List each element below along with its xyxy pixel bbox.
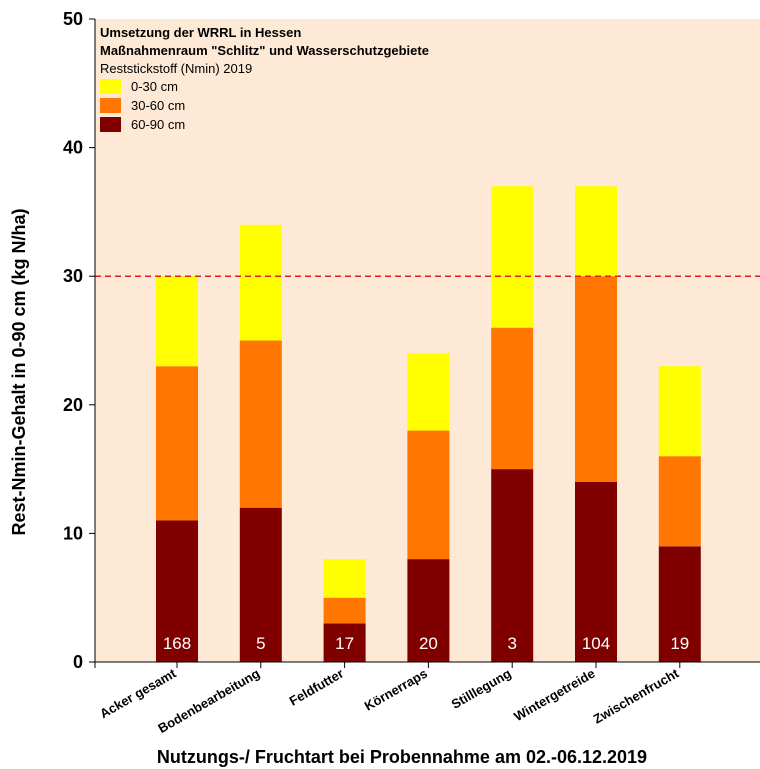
bar-segment <box>658 456 701 547</box>
bar-segment <box>239 224 282 341</box>
bar-segment <box>658 546 701 662</box>
legend-swatch <box>100 117 121 132</box>
chart-title-line-1: Umsetzung der WRRL in Hessen <box>100 25 301 40</box>
y-tick-label: 10 <box>63 523 83 543</box>
y-axis-ticks: 0 10 20 30 40 50 <box>63 9 95 672</box>
bar-segment <box>407 353 450 431</box>
bar-segment <box>156 366 198 521</box>
y-tick-label: 0 <box>73 652 83 672</box>
count-label: 20 <box>419 634 438 653</box>
y-tick-label: 30 <box>63 266 83 286</box>
count-label: 168 <box>163 634 191 653</box>
x-axis-title: Nutzungs-/ Fruchtart bei Probennahme am … <box>157 747 647 767</box>
legend-swatch <box>100 98 121 113</box>
bar-segment <box>323 597 366 624</box>
chart-title-line-2: Maßnahmenraum "Schlitz" und Wasserschutz… <box>100 43 429 58</box>
bar-segment <box>156 276 198 367</box>
x-tick-label: Körnerraps <box>362 666 430 714</box>
bar-segment <box>491 186 534 328</box>
bar-segment <box>239 340 282 508</box>
x-tick-label: Acker gesamt <box>97 665 179 721</box>
x-tick-label: Stilllegung <box>449 666 514 712</box>
count-label: 5 <box>256 634 265 653</box>
count-label: 104 <box>582 634 610 653</box>
count-label: 3 <box>507 634 516 653</box>
bar-segment <box>575 186 617 277</box>
count-label: 19 <box>670 634 689 653</box>
bar-segment <box>407 430 450 560</box>
legend-swatch <box>100 79 121 94</box>
x-tick-label: Zwischenfrucht <box>591 665 682 726</box>
count-label: 17 <box>335 634 354 653</box>
y-tick-label: 50 <box>63 9 83 29</box>
legend: Umsetzung der WRRL in Hessen Maßnahmenra… <box>100 25 429 132</box>
legend-label: 30-60 cm <box>131 98 185 113</box>
y-axis-title: Rest-Nmin-Gehalt in 0-90 cm (kg N/ha) <box>9 208 29 535</box>
y-tick-label: 20 <box>63 395 83 415</box>
bar-segment <box>323 559 366 598</box>
legend-label: 60-90 cm <box>131 117 185 132</box>
chart-subtitle: Reststickstoff (Nmin) 2019 <box>100 61 252 76</box>
bar-segment <box>575 276 617 482</box>
bar-segment <box>323 623 366 662</box>
y-tick-label: 40 <box>63 138 83 158</box>
bar-segment <box>658 366 701 457</box>
bar-segment <box>491 469 534 662</box>
bar-segment <box>407 559 450 662</box>
x-tick-label: Feldfutter <box>287 666 346 709</box>
bar-segment <box>491 327 534 470</box>
bars-group <box>156 186 701 662</box>
bar-segment <box>156 520 198 662</box>
x-tick-label: Wintergetreide <box>511 666 597 724</box>
bar-segment <box>575 482 617 662</box>
count-labels: 168 5 17 20 3 104 19 <box>163 634 689 653</box>
legend-items: 0-30 cm 30-60 cm 60-90 cm <box>100 79 185 132</box>
bar-segment <box>239 507 282 662</box>
legend-label: 0-30 cm <box>131 79 178 94</box>
